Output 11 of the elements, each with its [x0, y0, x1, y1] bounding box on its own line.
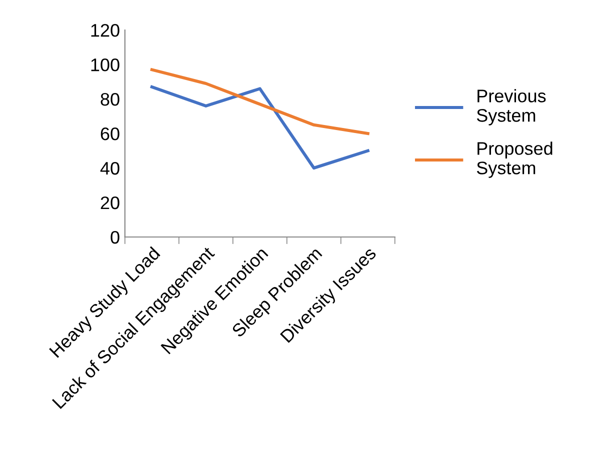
y-tick-label: 0 [110, 230, 120, 244]
y-tick-label: 60 [100, 127, 120, 140]
line-series [150, 68, 370, 136]
legend-label: Proposed System [476, 142, 552, 178]
y-tick-label: 100 [91, 58, 120, 72]
y-tick-label: 80 [100, 92, 120, 106]
line-series [150, 85, 370, 170]
y-tick-label: 120 [91, 24, 120, 37]
y-tick-label: 20 [100, 196, 120, 210]
legend-label: Previous System [476, 89, 546, 126]
y-tick-label: 40 [100, 162, 120, 175]
